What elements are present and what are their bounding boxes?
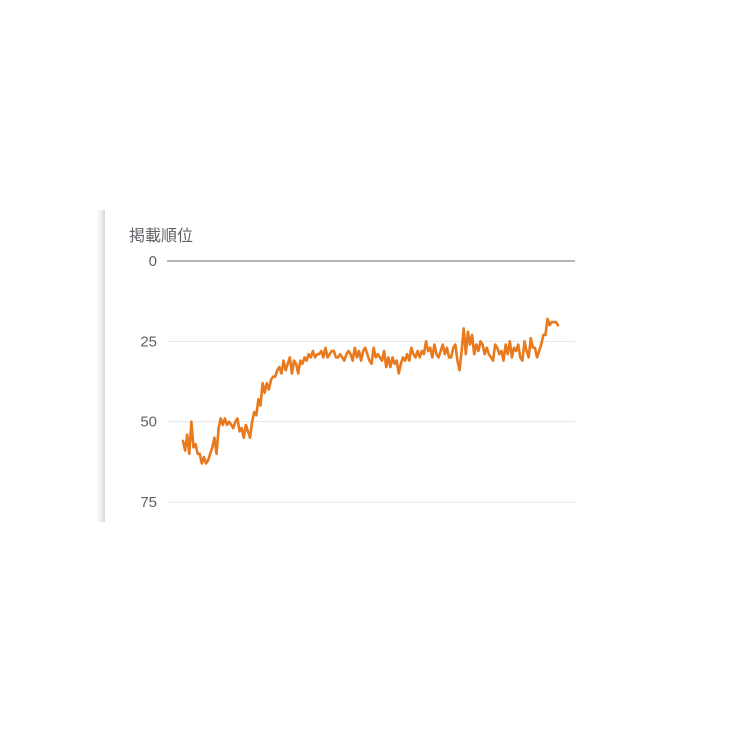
y-tick-label-25: 25 bbox=[140, 333, 157, 350]
y-axis-title: 掲載順位 bbox=[129, 226, 194, 245]
y-tick-label-0: 0 bbox=[149, 253, 157, 270]
y-tick-label-75: 75 bbox=[140, 494, 157, 511]
card-edge-shadow bbox=[96, 210, 105, 522]
y-tick-label-50: 50 bbox=[140, 414, 157, 431]
line-chart: 0 25 50 75 bbox=[140, 253, 575, 511]
series-line-0 bbox=[181, 317, 560, 465]
chart-container: 掲載順位 0 25 50 75 bbox=[105, 210, 585, 522]
